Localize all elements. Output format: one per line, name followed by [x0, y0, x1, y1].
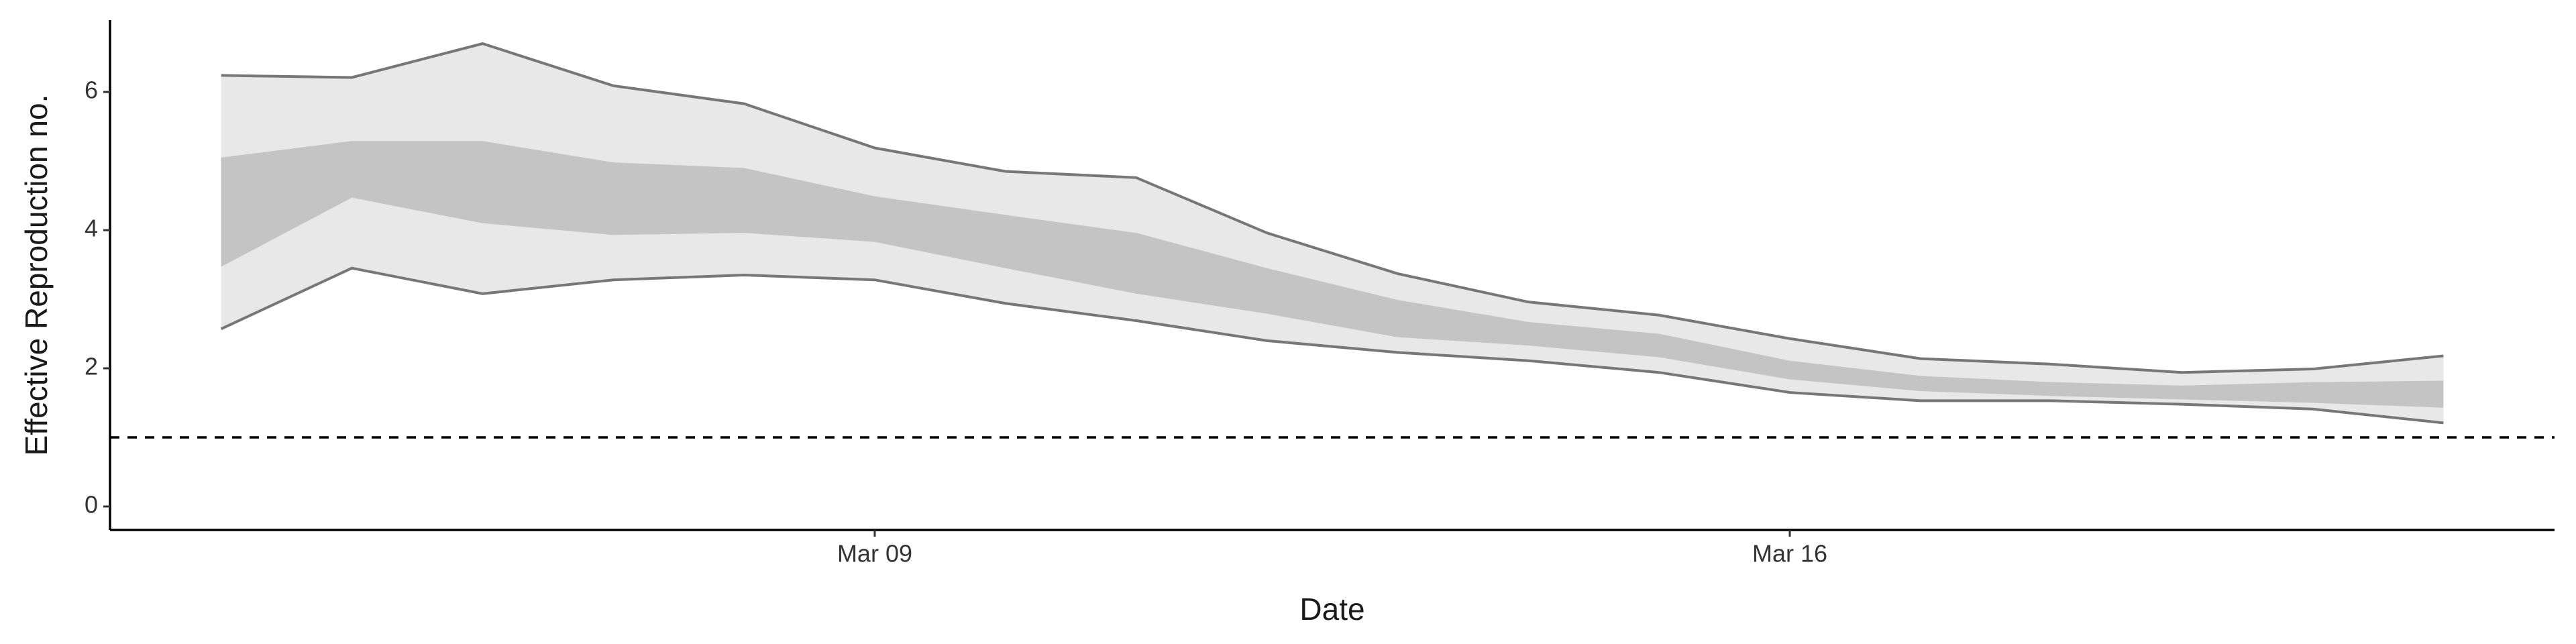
y-tick-label: 0 — [85, 491, 98, 519]
y-tick-label: 4 — [85, 215, 98, 242]
y-tick-label: 6 — [85, 76, 98, 104]
x-tick-label: Mar 16 — [1752, 540, 1827, 568]
interval-band — [221, 141, 2444, 408]
band-edge — [221, 42, 2444, 374]
y-axis-title: Effective Reproduction no. — [19, 95, 54, 456]
y-tick-label: 2 — [85, 353, 98, 380]
band-edge — [220, 266, 2444, 425]
x-tick-label: Mar 09 — [837, 540, 912, 568]
x-axis-title: Date — [1299, 592, 1364, 627]
interval-band — [221, 44, 2444, 423]
